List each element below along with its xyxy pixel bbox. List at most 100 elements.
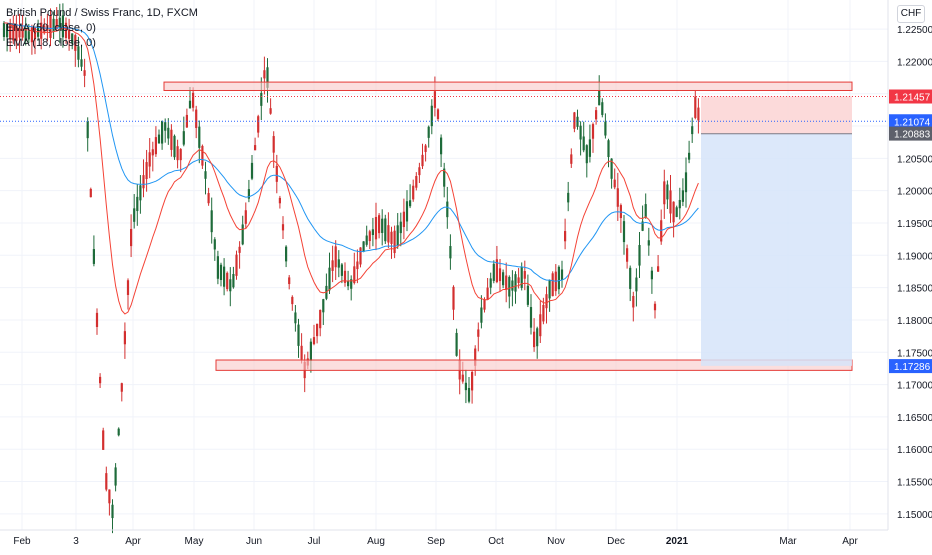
legend-ema50: EMA (50, close, 0) [6,22,96,34]
candle-body [390,231,393,244]
candle-body [415,176,418,188]
x-tick-label: Aug [367,536,385,547]
candle-body [647,240,650,246]
candle-body [105,473,108,490]
candle-body [33,27,37,40]
candle-body [542,304,545,322]
candle-body [697,107,700,121]
candle-body [117,428,120,436]
candle-body [610,158,613,179]
candle-body [164,122,167,131]
candle-body [526,285,529,305]
candle-body [21,30,24,38]
y-tick-label: 1.22500 [897,25,932,36]
candle-body [266,67,269,88]
candle-body [418,167,421,176]
candle-body [471,371,474,391]
x-tick-label: Jun [246,536,262,547]
candle-body [622,221,626,243]
x-tick-label: Feb [13,536,31,547]
candle-body [557,266,560,290]
candle-body [564,231,567,242]
candle-body [61,15,64,38]
candle-body [641,221,644,231]
candle-body [359,247,362,265]
candle-body [362,241,365,252]
candle-body [213,239,216,250]
candle-body [464,382,467,391]
candle-body [536,328,539,347]
candle-body [12,23,15,41]
candle-body [452,286,455,310]
candle-body [523,271,526,279]
candle-body [269,108,272,114]
candle-body [145,162,148,180]
candle-body [136,196,139,212]
candle-body [120,383,123,392]
price-label-box [889,89,932,104]
candle-body [319,309,322,329]
candle-body [99,376,102,384]
candle-body [644,204,647,218]
candle-body [517,277,520,284]
candle-body [570,154,573,164]
candle-body [591,124,595,139]
currency-button[interactable]: CHF [897,5,925,23]
candle-body [489,278,492,288]
candle-body [629,267,632,289]
y-tick-label: 1.16500 [897,413,932,424]
candle-body [576,116,579,127]
candle-body [188,100,192,109]
candle-body [219,264,223,281]
x-tick-label: Apr [842,536,858,547]
candle-body [254,145,257,151]
candle-body [374,216,378,240]
candle-body [436,109,440,120]
candle-body [232,274,235,288]
candle-body [495,259,498,283]
candle-body [260,92,263,106]
candle-body [446,201,449,218]
candle-body [285,246,288,262]
candle-body [480,307,483,323]
resistance-zone [163,81,853,91]
candle-body [604,121,607,136]
candle-body [678,199,681,209]
candle-body [371,229,374,236]
candle-body [167,127,170,139]
candle-body [393,230,396,254]
candle-body [2,22,6,37]
x-tick-label: 2021 [666,536,689,547]
candle-body [9,23,12,40]
legend: British Pound / Swiss Franc, 1D, FXCM EM… [6,6,198,51]
candle-body [201,145,204,166]
candle-body [595,110,598,120]
candle-body [365,235,368,245]
candle-body [281,224,285,231]
candle-body [328,267,331,291]
candle-body [402,211,405,228]
candle-body [430,105,433,127]
candle-body [560,269,564,280]
candle-body [691,126,694,135]
candle-body [582,136,585,151]
candle-body [421,154,424,167]
candle-body [263,70,266,79]
candle-body [405,201,409,222]
x-tick-label: Apr [125,536,141,547]
y-tick-label: 1.16000 [897,445,932,456]
candle-body [161,121,164,144]
y-tick-label: 1.17000 [897,381,932,392]
candle-body [108,489,111,504]
y-tick-label: 1.18000 [897,316,932,327]
stop-loss-area [701,96,852,134]
candle-body [30,27,33,43]
candle-body [508,276,511,297]
candle-body [52,18,55,32]
candle-body [207,193,210,204]
candle-body [455,332,458,356]
candle-body [343,270,347,283]
candle-body [204,171,207,179]
